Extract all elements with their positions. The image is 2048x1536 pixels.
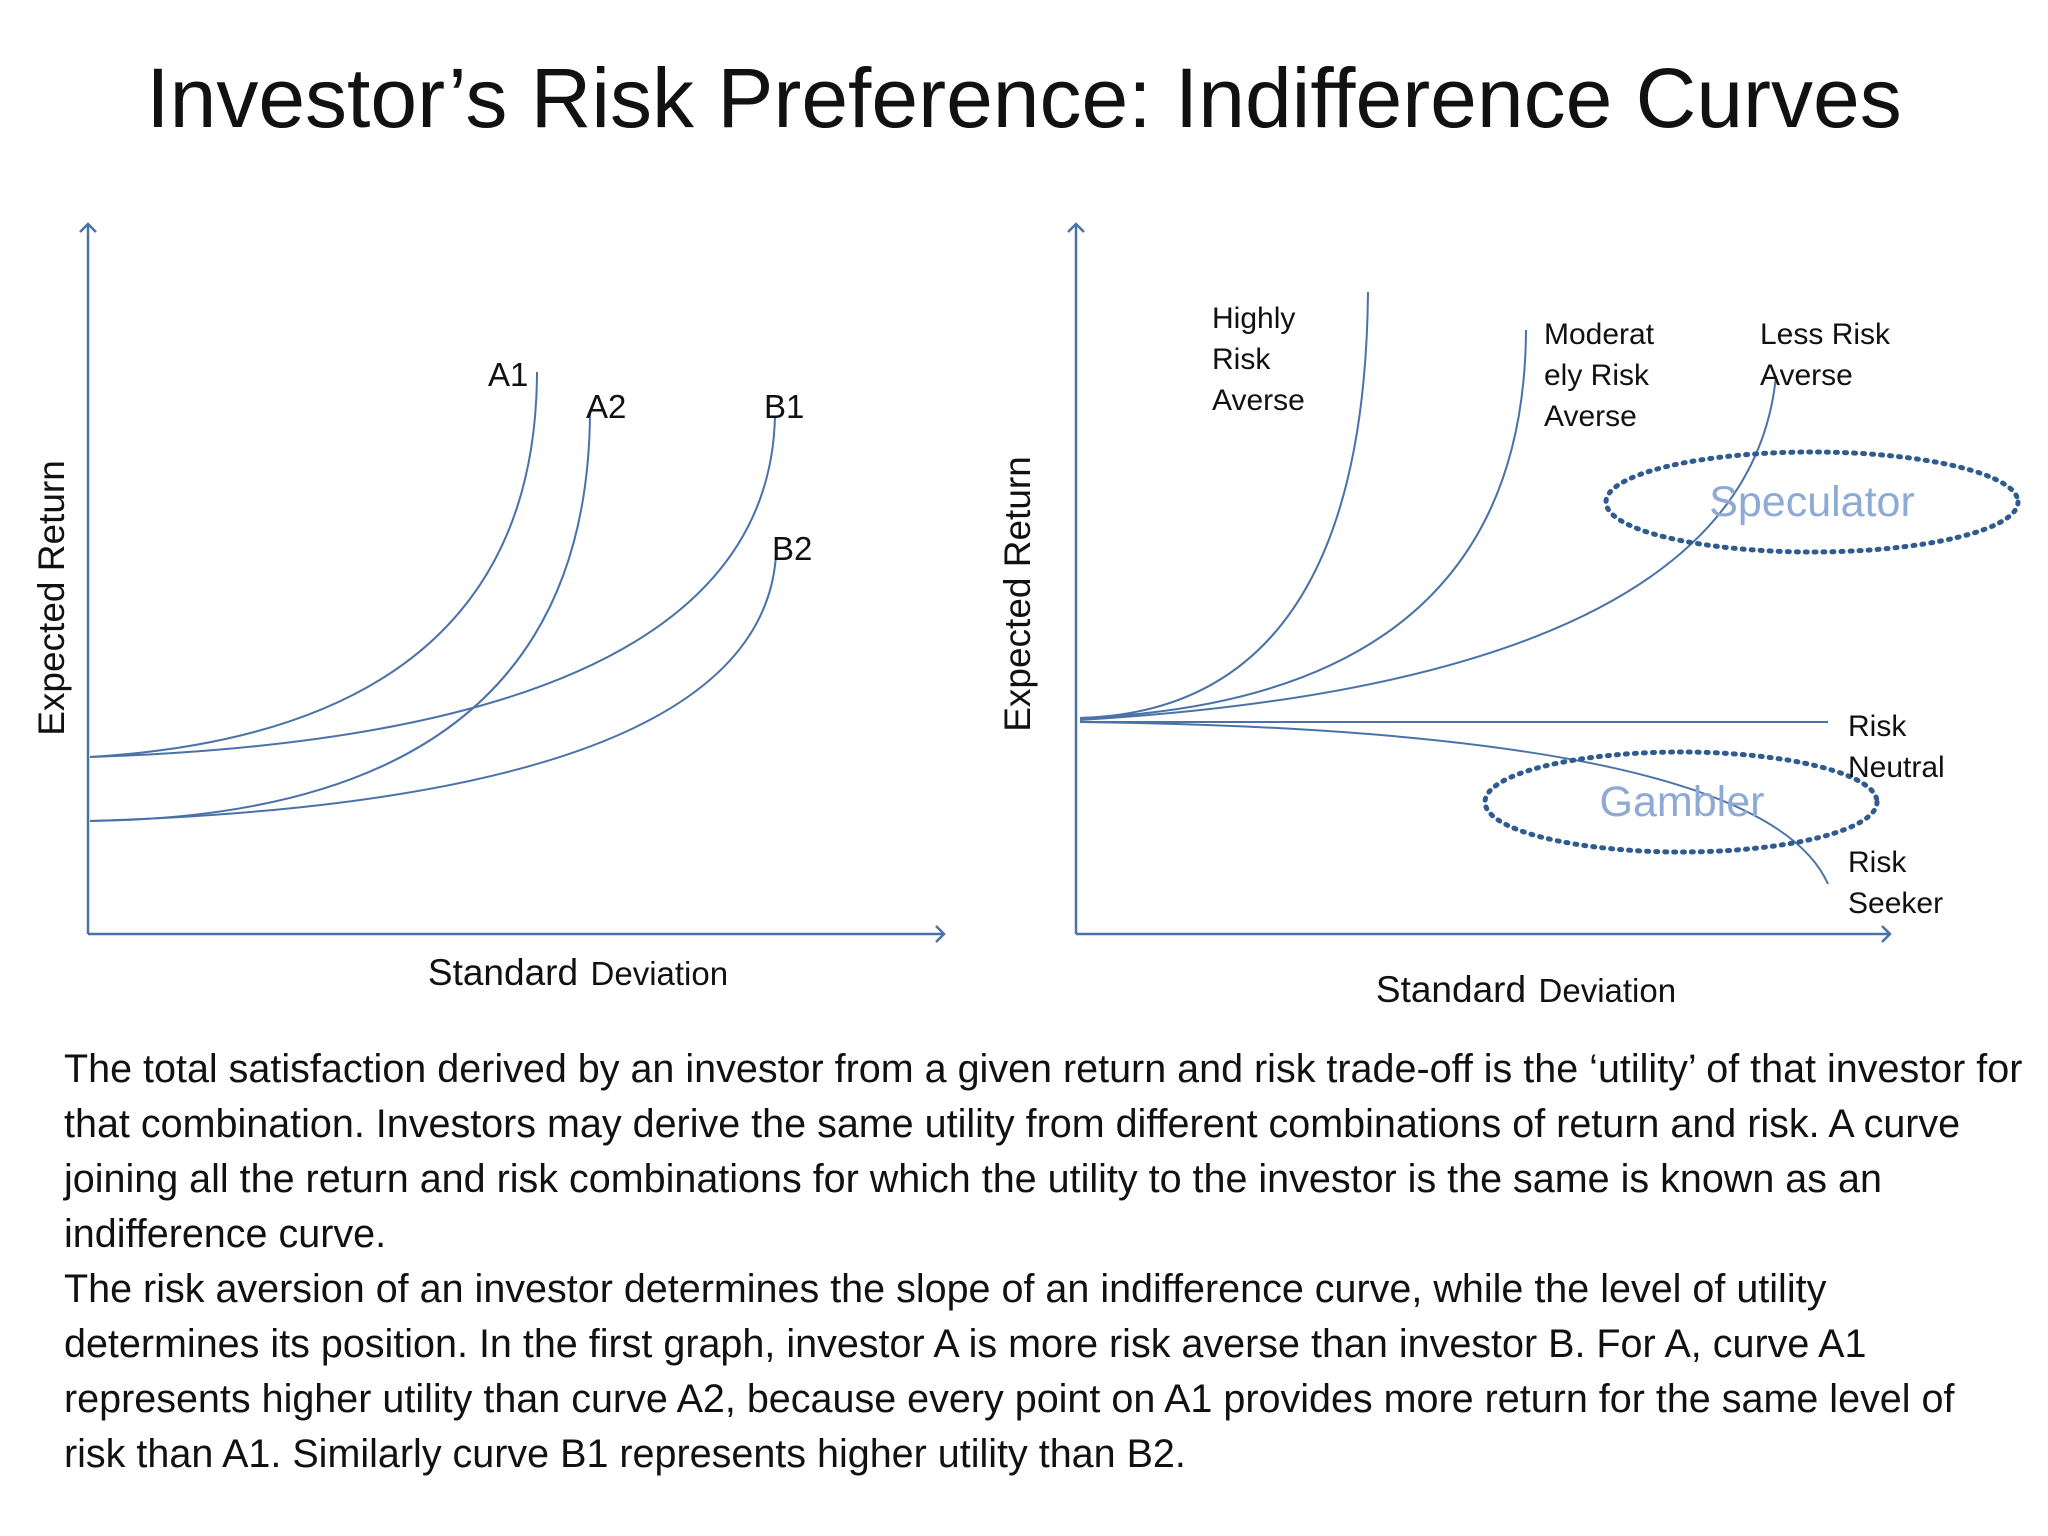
label-moderately-risk-averse: Moderat ely Risk Averse <box>1544 318 1662 433</box>
gambler-region <box>1482 749 1880 855</box>
paragraph-utility-definition: The total satisfaction derived by an inv… <box>64 1047 2023 1256</box>
curve-a2 <box>89 411 591 822</box>
label-risk-seeker: Risk Seeker <box>1848 846 1943 920</box>
slide-title: Investor’s Risk Preference: Indifference… <box>146 51 1902 145</box>
curve-b2 <box>89 554 777 822</box>
left-x-axis-label-main: Standard <box>428 952 578 993</box>
label-highly-risk-averse: Highly Risk Averse <box>1212 302 1305 417</box>
curve-a1 <box>89 371 538 758</box>
paragraph-risk-aversion: The risk aversion of an investor determi… <box>64 1267 1955 1476</box>
curve-label-b1: B1 <box>764 388 804 425</box>
right-x-axis-label: Standard Deviation <box>1376 969 1676 1010</box>
speculator-label: Speculator <box>1709 478 1915 526</box>
right-y-axis-label: Expected Return <box>997 456 1038 732</box>
left-x-axis-label: Standard Deviation <box>428 952 728 993</box>
curve-b1 <box>89 415 776 758</box>
label-risk-neutral: Risk Neutral <box>1848 710 1945 784</box>
curve-risk-seeker <box>1079 721 1829 885</box>
right-x-axis-label-small: Deviation <box>1539 972 1677 1009</box>
curve-label-a1: A1 <box>488 356 528 393</box>
curve-label-b2: B2 <box>772 530 812 567</box>
explanation-text: The total satisfaction derived by an inv… <box>64 1042 2024 1482</box>
label-less-risk-averse: Less Risk Averse <box>1760 318 1898 392</box>
curve-label-a2: A2 <box>586 388 626 425</box>
curve-moderately-risk-averse <box>1079 329 1527 719</box>
left-y-axis-label: Expected Return <box>31 460 72 736</box>
left-x-axis-label-small: Deviation <box>591 955 729 992</box>
curve-highly-risk-averse <box>1079 291 1369 719</box>
gambler-label: Gambler <box>1600 778 1765 826</box>
speculator-region <box>1603 449 2021 555</box>
curve-less-risk-averse <box>1079 375 1777 721</box>
right-diagram: Speculator Gambler Highly Risk Averse Mo… <box>997 222 2021 1010</box>
right-x-axis-label-main: Standard <box>1376 969 1526 1010</box>
left-diagram: A1 A2 B1 B2 Expected Return Standard Dev… <box>31 222 946 993</box>
